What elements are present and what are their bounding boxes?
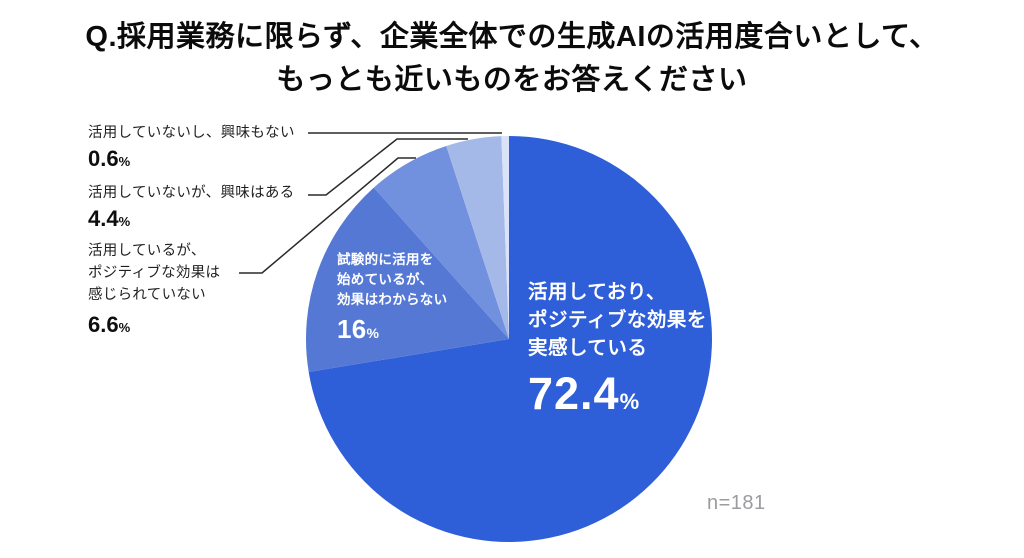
label-use-no-positive: 活用しているが、 ポジティブな効果は 感じられていない 6.6%: [88, 240, 220, 341]
label-use-no-positive-text2: ポジティブな効果は: [88, 265, 221, 281]
label-no-use-no-interest-text: 活用していないし、興味もない: [88, 125, 295, 141]
percent-unit: %: [118, 320, 131, 335]
label-use-no-positive-text3: 感じられていない: [88, 287, 206, 303]
label-use-positive-text1: 活用しており、: [528, 281, 667, 303]
label-use-positive-value: 72.4%: [528, 368, 640, 419]
label-trial-unknown-text1: 試験的に活用を: [337, 252, 434, 267]
pie-slice-4: [501, 135, 509, 339]
label-use-positive: 活用しており、 ポジティブな効果を 実感している 72.4%: [528, 278, 707, 427]
percent-unit: %: [619, 389, 640, 414]
label-no-use-interested-text: 活用していないが、興味はある: [88, 185, 295, 201]
label-use-no-positive-value: 6.6%: [88, 312, 131, 337]
label-use-positive-text3: 実感している: [528, 337, 648, 359]
label-no-use-no-interest: 活用していないし、興味もない 0.6%: [88, 122, 295, 175]
label-use-no-positive-text1: 活用しているが、: [88, 243, 206, 259]
pie-slice-2: [373, 145, 509, 339]
label-no-use-interested: 活用していないが、興味はある 4.4%: [88, 182, 294, 235]
label-trial-unknown-text3: 効果はわからない: [337, 292, 448, 307]
label-trial-unknown-text2: 始めているが、: [337, 272, 434, 287]
percent-unit: %: [118, 154, 131, 169]
pie-slice-3: [446, 136, 509, 339]
label-use-positive-text2: ポジティブな効果を: [528, 309, 707, 331]
percent-unit: %: [366, 325, 380, 341]
chart-title-line1: Q.採用業務に限らず、企業全体での生成AIの活用度合いとして、: [85, 21, 939, 53]
pie-slice-0: [308, 136, 712, 542]
leader-lines: [239, 132, 502, 274]
label-no-use-no-interest-value: 0.6%: [88, 146, 131, 171]
pie-slices: [305, 135, 712, 542]
chart-title: Q.採用業務に限らず、企業全体での生成AIの活用度合いとして、 もっとも近いもの…: [0, 16, 1024, 102]
chart-title-line2: もっとも近いものをお答えください: [276, 64, 748, 96]
leader-line-use-no-positive: [239, 157, 416, 274]
sample-size-note: n=181: [707, 492, 766, 514]
label-trial-unknown: 試験的に活用を 始めているが、 効果はわからない 16%: [337, 250, 447, 348]
label-trial-unknown-value: 16%: [337, 314, 380, 344]
leader-line-no-use-interested: [308, 138, 468, 196]
percent-unit: %: [118, 214, 131, 229]
pie-slice-1: [305, 187, 509, 373]
label-no-use-interested-value: 4.4%: [88, 206, 131, 231]
